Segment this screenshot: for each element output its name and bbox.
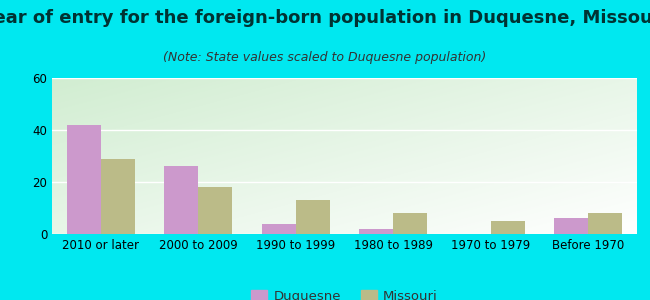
Text: (Note: State values scaled to Duquesne population): (Note: State values scaled to Duquesne p… [163, 51, 487, 64]
Legend: Duquesne, Missouri: Duquesne, Missouri [246, 284, 443, 300]
Text: Year of entry for the foreign-born population in Duquesne, Missouri: Year of entry for the foreign-born popul… [0, 9, 650, 27]
Bar [393, 213, 428, 234]
Bar [554, 218, 588, 234]
Bar [491, 221, 525, 234]
Bar [261, 224, 296, 234]
Bar [296, 200, 330, 234]
Bar [588, 213, 623, 234]
Bar [164, 167, 198, 234]
Bar [66, 125, 101, 234]
Bar [198, 187, 233, 234]
Bar [359, 229, 393, 234]
Bar [101, 159, 135, 234]
